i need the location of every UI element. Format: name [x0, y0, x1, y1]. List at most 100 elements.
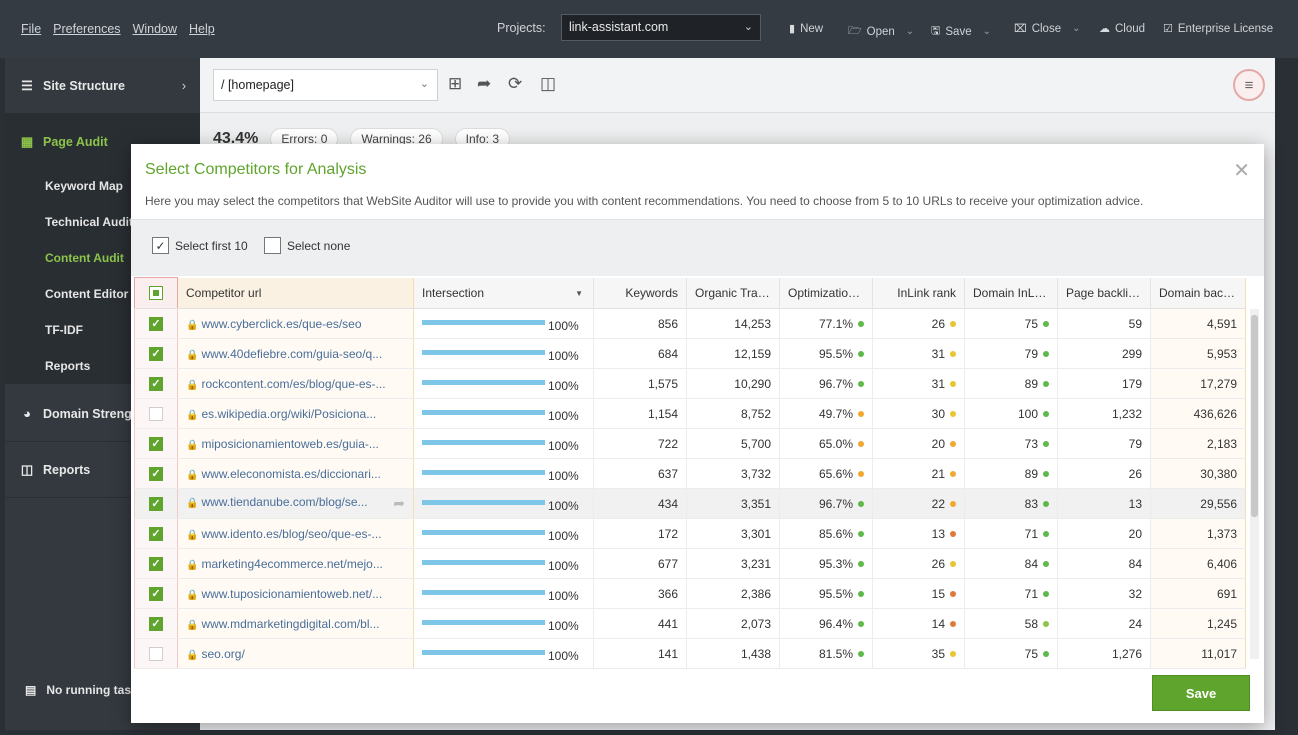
- competitor-url-cell[interactable]: 🔒 www.cyberclick.es/que-es/seo: [177, 308, 414, 339]
- table-row[interactable]: ✓ 🔒 www.tiendanube.com/blog/se... ➦ 100% 434 3…: [134, 488, 1246, 519]
- competitor-url[interactable]: rockcontent.com/es/blog/que-es-...: [201, 376, 386, 391]
- competitor-url-cell[interactable]: 🔒 rockcontent.com/es/blog/que-es-...: [177, 368, 414, 399]
- domain-backlinks-cell: 1,245: [1150, 608, 1246, 639]
- open-button[interactable]: 🗁 Open ⌄: [848, 22, 914, 41]
- intersection-cell: 100%: [413, 548, 594, 579]
- select-competitors-dialog: Select Competitors for Analysis ✕ Here y…: [131, 144, 1264, 723]
- competitor-url[interactable]: miposicionamientoweb.es/guia-...: [201, 436, 379, 451]
- select-all-checkbox[interactable]: [134, 277, 178, 309]
- table-scrollbar[interactable]: [1250, 309, 1259, 659]
- project-select[interactable]: link-assistant.com ⌄: [561, 14, 761, 41]
- enterprise-license-button[interactable]: ☑ Enterprise License: [1163, 22, 1273, 36]
- competitor-url[interactable]: www.idento.es/blog/seo/que-es-...: [201, 526, 382, 541]
- keywords-cell: 677: [593, 548, 687, 579]
- row-checkbox[interactable]: ✓: [134, 368, 178, 399]
- intersection-value: 100%: [548, 528, 579, 543]
- floppy-icon: 🖫: [931, 25, 941, 37]
- competitor-url-cell[interactable]: 🔒 es.wikipedia.org/wiki/Posiciona...: [177, 398, 414, 429]
- share-icon[interactable]: ➦: [393, 495, 405, 511]
- table-row[interactable]: ✓ 🔒 www.tuposicionamientoweb.net/... 100% 36…: [134, 578, 1246, 609]
- competitor-url-cell[interactable]: 🔒 www.idento.es/blog/seo/que-es-...: [177, 518, 414, 549]
- column-header-inlink-rank[interactable]: InLink rank: [872, 277, 965, 309]
- column-header-keywords[interactable]: Keywords: [593, 277, 687, 309]
- selection-toolbar: ✓ Select first 10 Select none: [131, 219, 1264, 276]
- table-row[interactable]: ✓ 🔒 www.40defiebre.com/guia-seo/q... 100% 68…: [134, 338, 1246, 369]
- empty-checkbox-icon: [149, 406, 163, 421]
- cloud-button[interactable]: ☁ Cloud: [1099, 22, 1145, 36]
- row-checkbox[interactable]: ✓: [134, 338, 178, 369]
- competitor-url[interactable]: www.40defiebre.com/guia-seo/q...: [201, 346, 383, 361]
- competitor-url[interactable]: marketing4ecommerce.net/mejo...: [201, 556, 383, 571]
- new-button[interactable]: ▮ New: [789, 22, 823, 36]
- save-button[interactable]: Save: [1152, 675, 1250, 711]
- select-none-checkbox[interactable]: Select none: [264, 237, 350, 254]
- competitor-url-cell[interactable]: 🔒 www.tuposicionamientoweb.net/...: [177, 578, 414, 609]
- column-header-intersection[interactable]: Intersection ▼: [413, 277, 594, 309]
- domain-inlink-cell: 71: [964, 518, 1058, 549]
- table-row[interactable]: ✓ 🔒 www.mdmarketingdigital.com/bl... 100% 44…: [134, 608, 1246, 639]
- refresh-icon[interactable]: ⟳: [508, 74, 523, 93]
- column-header-url[interactable]: Competitor url: [177, 277, 414, 309]
- competitor-url-cell[interactable]: 🔒 seo.org/: [177, 638, 414, 669]
- table-row[interactable]: ✓ 🔒 marketing4ecommerce.net/mejo... 100% 677…: [134, 548, 1246, 579]
- hamburger-menu-button[interactable]: ≡: [1233, 69, 1265, 101]
- column-header-organic-traffic[interactable]: Organic Traffic: [686, 277, 780, 309]
- chevron-right-icon: ›: [181, 78, 186, 93]
- competitor-url[interactable]: www.tiendanube.com/blog/se...: [201, 495, 368, 509]
- table-row[interactable]: ✓ 🔒 www.idento.es/blog/seo/que-es-... 100% 1…: [134, 518, 1246, 549]
- row-checkbox[interactable]: ✓: [134, 578, 178, 609]
- menu-help[interactable]: Help: [189, 22, 215, 36]
- table-row[interactable]: 🔒 seo.org/100% 141 1,438 81.5% 35 75 1,276 11,01…: [134, 638, 1246, 669]
- page-select[interactable]: / [homepage] ⌄: [213, 69, 438, 101]
- table-row[interactable]: ✓ 🔒 www.eleconomista.es/diccionari... 100% 6…: [134, 458, 1246, 489]
- menu-file[interactable]: File: [21, 22, 42, 36]
- competitor-url[interactable]: www.tuposicionamientoweb.net/...: [201, 586, 383, 601]
- competitor-url-cell[interactable]: 🔒 www.mdmarketingdigital.com/bl...: [177, 608, 414, 639]
- row-checkbox[interactable]: [134, 398, 178, 429]
- competitor-url[interactable]: www.eleconomista.es/diccionari...: [201, 466, 381, 481]
- table-row[interactable]: 🔒 es.wikipedia.org/wiki/Posiciona... 100% 1…: [134, 398, 1246, 429]
- domain-backlinks-cell: 5,953: [1150, 338, 1246, 369]
- row-checkbox[interactable]: ✓: [134, 458, 178, 489]
- share-icon[interactable]: ➦: [477, 74, 492, 93]
- competitor-url-cell[interactable]: 🔒 miposicionamientoweb.es/guia-...: [177, 428, 414, 459]
- table-row[interactable]: ✓ 🔒 rockcontent.com/es/blog/que-es-... 100%…: [134, 368, 1246, 399]
- row-checkbox[interactable]: ✓: [134, 518, 178, 549]
- save-menu-button[interactable]: 🖫 Save ⌄: [931, 22, 991, 41]
- row-checkbox[interactable]: ✓: [134, 608, 178, 639]
- competitor-url[interactable]: www.cyberclick.es/que-es/seo: [201, 316, 362, 331]
- competitor-url-cell[interactable]: 🔒 marketing4ecommerce.net/mejo...: [177, 548, 414, 579]
- close-icon[interactable]: ✕: [1233, 160, 1250, 182]
- menu-window[interactable]: Window: [132, 22, 178, 36]
- menu-preferences[interactable]: Preferences: [53, 22, 121, 36]
- column-header-domain-backlinks[interactable]: Domain backl...: [1150, 277, 1246, 309]
- competitor-url[interactable]: es.wikipedia.org/wiki/Posiciona...: [201, 406, 377, 421]
- row-checkbox[interactable]: ✓: [134, 548, 178, 579]
- status-dot-icon: [950, 381, 956, 388]
- competitor-url-cell[interactable]: 🔒 www.eleconomista.es/diccionari...: [177, 458, 414, 489]
- close-menu-button[interactable]: ⌧ Close ⌄: [1014, 22, 1080, 36]
- row-checkbox[interactable]: ✓: [134, 308, 178, 339]
- column-header-page-backlinks[interactable]: Page backlinks: [1057, 277, 1151, 309]
- page-backlinks-cell: 26: [1057, 458, 1151, 489]
- row-checkbox[interactable]: [134, 638, 178, 669]
- competitor-url[interactable]: www.mdmarketingdigital.com/bl...: [201, 616, 380, 631]
- add-page-icon[interactable]: ⊞: [448, 74, 463, 93]
- sidebar-item-reports[interactable]: ◫ Reports: [5, 442, 200, 498]
- competitor-url[interactable]: seo.org/: [201, 646, 245, 661]
- sidebar-item-domain-strength[interactable]: ◕ Domain Strength: [5, 386, 200, 442]
- sidebar-item-site-structure[interactable]: ☰ Site Structure ›: [5, 58, 200, 114]
- inlink-rank-cell: 31: [872, 368, 965, 399]
- scrollbar-thumb[interactable]: [1251, 315, 1258, 517]
- row-checkbox[interactable]: ✓: [134, 488, 178, 519]
- select-first-10-checkbox[interactable]: ✓ Select first 10: [152, 237, 248, 254]
- column-header-domain-inlink[interactable]: Domain InLin...: [964, 277, 1058, 309]
- table-row[interactable]: ✓ 🔒 www.cyberclick.es/que-es/seo 100% 856 14,…: [134, 308, 1246, 339]
- schedule-icon[interactable]: ◫: [540, 74, 557, 93]
- column-header-optimization[interactable]: Optimization ...: [779, 277, 873, 309]
- competitor-url-cell[interactable]: 🔒 www.tiendanube.com/blog/se... ➦: [177, 488, 414, 519]
- table-row[interactable]: ✓ 🔒 miposicionamientoweb.es/guia-... 100% 72…: [134, 428, 1246, 459]
- domain-inlink-value: 71: [1024, 586, 1038, 601]
- row-checkbox[interactable]: ✓: [134, 428, 178, 459]
- competitor-url-cell[interactable]: 🔒 www.40defiebre.com/guia-seo/q...: [177, 338, 414, 369]
